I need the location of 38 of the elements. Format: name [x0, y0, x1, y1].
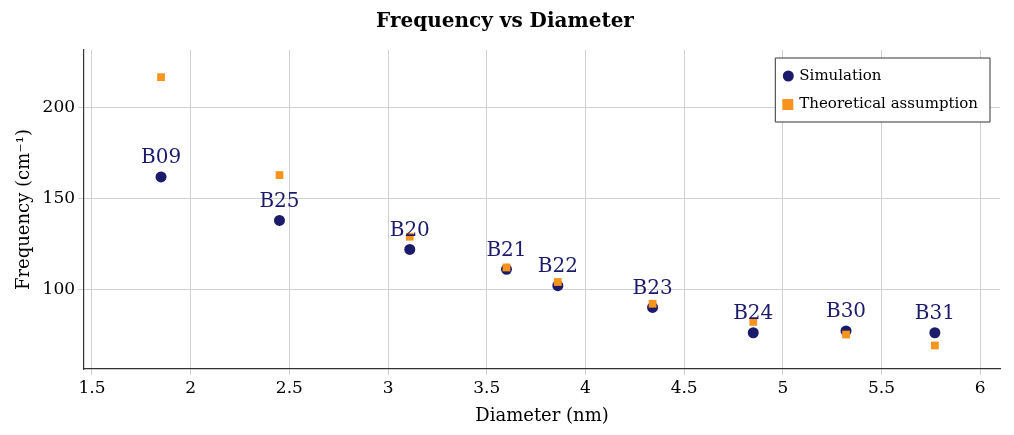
x-tick-label: 1.5: [78, 376, 106, 397]
y-tick-label: 200: [42, 96, 76, 117]
point: [157, 73, 165, 82]
annotation: B09: [140, 144, 182, 169]
point: [929, 327, 941, 339]
point: [930, 341, 939, 350]
y-tick-label: 150: [42, 187, 76, 208]
point: [273, 214, 285, 226]
y-tick-label: 100: [42, 277, 76, 298]
x-tick-label: 5: [777, 376, 789, 397]
annotation: B25: [259, 187, 300, 212]
x-tick-label: 4.5: [670, 376, 698, 397]
x-tick-label: 3.5: [473, 376, 501, 397]
point: [747, 327, 759, 339]
annotation: B20: [389, 216, 430, 241]
point: [648, 299, 657, 308]
point: [404, 243, 416, 255]
point: [275, 171, 284, 179]
annotation: B23: [632, 274, 673, 299]
annotation: B21: [486, 236, 527, 261]
x-axis-title: Diameter (nm): [475, 403, 609, 425]
x-tick-label: 5.5: [868, 376, 896, 397]
y-axis-title: Frequency (cm⁻¹): [12, 129, 34, 290]
annotation: B31: [914, 299, 955, 324]
annotation: B24: [733, 299, 774, 324]
x-tick-label: 2.5: [275, 376, 303, 397]
annotation: B22: [537, 252, 578, 277]
x-tick-label: 4: [580, 376, 591, 397]
x-tick-label: 2: [185, 376, 197, 397]
annotation: B30: [825, 298, 867, 323]
chart-title: Frequency vs Diameter: [376, 8, 635, 33]
legend-label: Theoretical assumption: [799, 93, 979, 112]
point: [842, 330, 850, 339]
legend-label: Simulation: [799, 65, 882, 84]
point: [155, 171, 167, 183]
point: [553, 278, 562, 286]
x-tick-label: 6: [974, 376, 986, 397]
x-tick-label: 3: [382, 376, 394, 397]
